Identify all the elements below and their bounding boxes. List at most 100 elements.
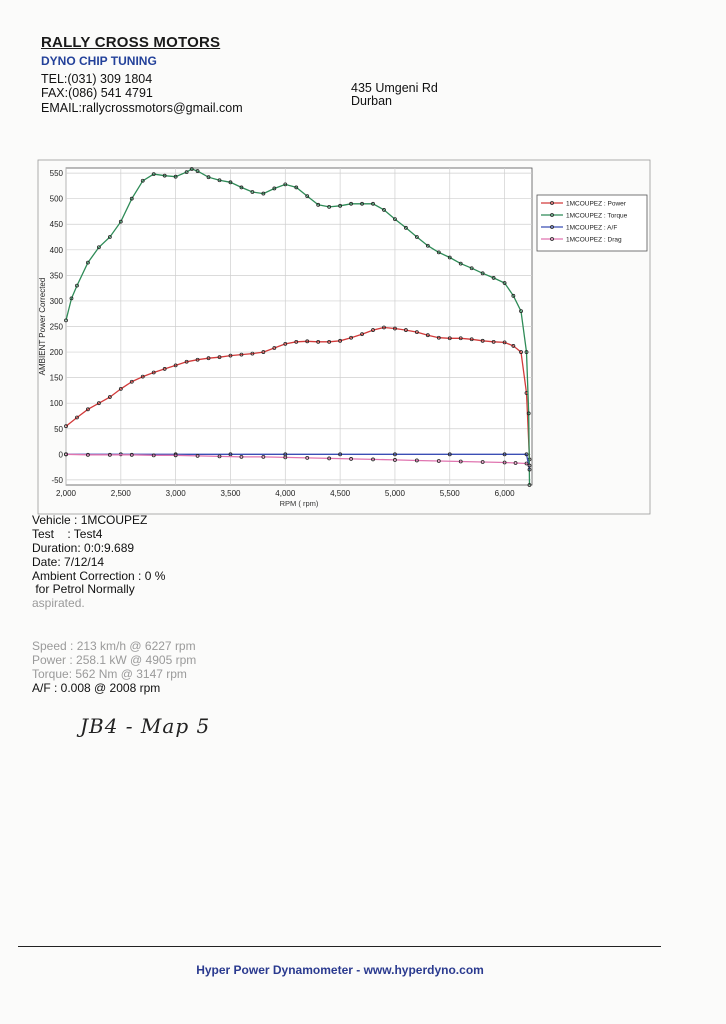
- data-point: [261, 454, 266, 459]
- series-line: [66, 453, 531, 470]
- test-info: Test : Test4: [32, 527, 103, 541]
- data-point: [436, 250, 441, 255]
- data-point: [447, 336, 452, 341]
- data-point: [140, 178, 145, 183]
- data-point: [239, 454, 244, 459]
- data-point: [382, 325, 386, 330]
- data-point: [519, 350, 523, 354]
- y-tick-label: 450: [50, 220, 64, 229]
- date-info: Date: 7/12/14: [32, 555, 105, 569]
- data-point: [316, 339, 321, 344]
- x-tick-label: 3,500: [220, 489, 241, 498]
- data-point: [151, 172, 156, 177]
- data-point: [86, 260, 90, 265]
- data-point: [447, 452, 452, 457]
- x-tick-label: 5,500: [440, 489, 461, 498]
- data-point: [151, 370, 156, 375]
- data-point: [162, 367, 167, 371]
- data-point: [173, 174, 178, 179]
- data-point: [458, 459, 463, 464]
- data-point: [96, 245, 101, 250]
- data-point: [327, 204, 332, 209]
- data-point: [519, 309, 523, 314]
- data-point: [526, 411, 531, 416]
- data-point: [327, 339, 332, 344]
- legend-marker: [550, 225, 554, 229]
- data-point: [393, 326, 397, 331]
- data-point: [184, 170, 189, 174]
- data-point: [272, 186, 277, 191]
- data-point: [524, 350, 529, 354]
- x-tick-label: 2,500: [111, 489, 132, 498]
- data-point: [524, 461, 529, 466]
- y-tick-label: 0: [59, 450, 64, 459]
- data-point: [502, 281, 507, 285]
- data-point: [491, 276, 496, 280]
- legend-marker: [550, 213, 554, 217]
- data-point: [360, 332, 364, 337]
- data-point: [511, 344, 516, 348]
- data-point: [129, 452, 134, 457]
- series-line: [65, 453, 530, 467]
- data-point: [173, 453, 178, 458]
- data-point: [349, 335, 353, 340]
- data-point: [283, 455, 288, 460]
- data-point: [371, 457, 375, 462]
- x-axis-label: RPM ( rpm): [280, 499, 319, 508]
- speed-result: Speed : 213 km/h @ 6227 rpm: [32, 639, 196, 653]
- data-point: [305, 456, 310, 460]
- x-tick-label: 4,500: [330, 489, 351, 498]
- data-point: [96, 401, 101, 406]
- series-4: [64, 452, 532, 468]
- y-tick-label: 50: [54, 425, 63, 434]
- data-point: [349, 457, 353, 461]
- data-point: [107, 395, 112, 399]
- footer-rule: [18, 946, 661, 947]
- data-point: [195, 453, 200, 458]
- data-point: [338, 203, 343, 208]
- data-point: [228, 180, 233, 185]
- af-result: A/F : 0.008 @ 2008 rpm: [32, 681, 161, 695]
- chart-frame: [37, 159, 651, 515]
- fax: FAX:(086) 541 4791: [41, 86, 153, 100]
- footer-text: Hyper Power Dynamometer - www.hyperdyno.…: [196, 963, 484, 977]
- legend-label: 1MCOUPEZ : Power: [566, 201, 627, 208]
- legend-marker: [550, 237, 554, 241]
- aspirated-note: aspirated.: [32, 596, 85, 610]
- x-tick-label: 2,000: [56, 489, 77, 498]
- data-point: [250, 351, 255, 356]
- data-point: [382, 208, 386, 212]
- data-point: [305, 339, 310, 344]
- data-point: [414, 235, 419, 239]
- data-point: [404, 225, 408, 230]
- data-point: [261, 191, 266, 196]
- data-point: [524, 452, 529, 457]
- company-subtitle: DYNO CHIP TUNING: [41, 54, 157, 68]
- data-point: [64, 318, 68, 323]
- data-point: [436, 459, 441, 463]
- data-point: [283, 341, 288, 346]
- x-tick-label: 6,000: [495, 489, 516, 498]
- y-tick-label: 350: [50, 271, 64, 280]
- data-point: [250, 190, 255, 194]
- data-point: [371, 328, 375, 332]
- data-point: [217, 178, 222, 183]
- petrol-note: for Petrol Normally: [32, 582, 135, 596]
- data-point: [404, 328, 408, 332]
- data-point: [393, 452, 397, 457]
- y-axis-label: AMBIENT Power Corrected: [38, 278, 47, 376]
- data-point: [349, 201, 353, 206]
- data-point: [129, 196, 134, 201]
- data-point: [371, 201, 375, 206]
- legend-label: 1MCOUPEZ : Drag: [566, 237, 622, 244]
- email: EMAIL:rallycrossmotors@gmail.com: [41, 101, 243, 115]
- data-point: [338, 452, 343, 457]
- y-tick-label: 500: [50, 195, 64, 204]
- data-point: [107, 452, 112, 457]
- data-point: [305, 194, 310, 199]
- data-point: [480, 338, 485, 343]
- data-point: [436, 335, 441, 340]
- data-point: [151, 453, 156, 458]
- data-point: [162, 173, 167, 178]
- data-point: [511, 293, 516, 298]
